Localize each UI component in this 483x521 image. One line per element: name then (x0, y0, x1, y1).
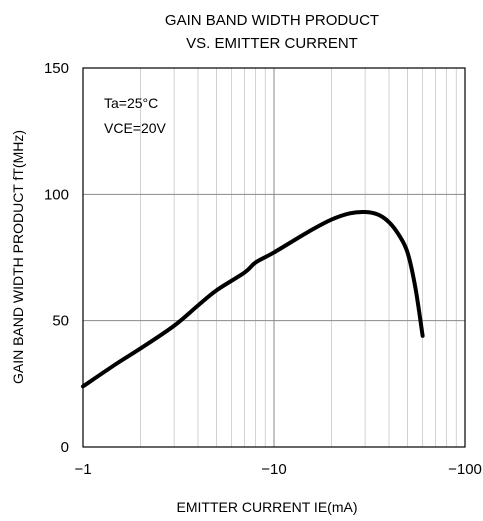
y-tick-label: 0 (61, 439, 69, 456)
chart-title-line-2: VS. EMITTER CURRENT (186, 35, 358, 52)
minor-gridlines (140, 68, 457, 447)
plot-frame (82, 67, 466, 448)
x-tick-labels: −1 −10 −100 (74, 461, 481, 478)
series-line (81, 209, 425, 389)
x-tick-label: −10 (261, 461, 286, 478)
x-tick-label: −100 (448, 461, 482, 478)
annotation-temperature: Ta=25°C (104, 95, 158, 111)
chart-title-line-1: GAIN BAND WIDTH PRODUCT (165, 12, 379, 29)
y-tick-label: 100 (44, 186, 69, 203)
y-axis-label: GAIN BAND WIDTH PRODUCT fT(MHz) (10, 130, 26, 384)
y-tick-label: 50 (52, 313, 69, 330)
y-tick-label: 150 (44, 60, 69, 77)
x-axis-label: EMITTER CURRENT IE(mA) (177, 499, 358, 515)
y-tick-labels: 0 50 100 150 (44, 60, 69, 456)
annotation-vce: VCE=20V (104, 120, 167, 136)
x-tick-label: −1 (74, 461, 91, 478)
